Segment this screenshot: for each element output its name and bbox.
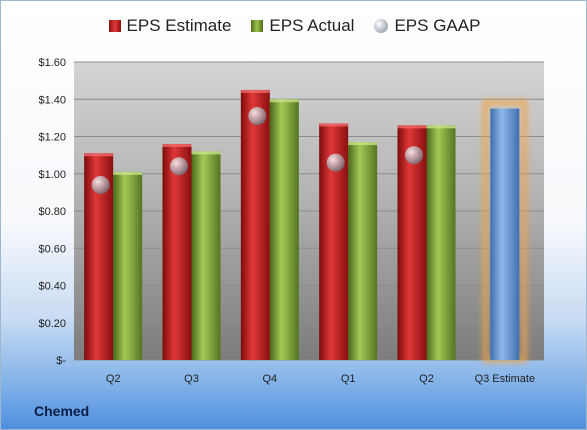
legend-label-eps-actual: EPS Actual xyxy=(269,16,355,35)
bar-eps-estimate xyxy=(240,89,270,360)
bar-eps-estimate xyxy=(397,125,427,360)
bar-eps-actual-cap xyxy=(426,125,456,129)
bar-eps-estimate-cap xyxy=(240,89,270,93)
legend-swatch-eps-gaap xyxy=(374,19,389,33)
legend-label-eps-gaap: EPS GAAP xyxy=(394,16,481,35)
bar-eps-actual xyxy=(348,142,378,360)
bar-eps-estimate xyxy=(162,143,192,360)
legend-label-eps-estimate: EPS Estimate xyxy=(126,16,232,35)
x-tick-label: Q3 xyxy=(184,373,199,385)
x-tick-label: Q3 Estimate xyxy=(475,373,536,385)
bar-eps-estimate-cap xyxy=(84,153,114,157)
point-eps-gaap xyxy=(405,146,423,165)
x-tick-label: Q4 xyxy=(262,373,277,385)
y-tick-label: $1.00 xyxy=(38,169,66,181)
y-tick-label: $1.20 xyxy=(38,132,66,144)
bar-eps-actual xyxy=(113,171,143,360)
company-name: Chemed xyxy=(34,403,90,419)
legend-item-eps-actual: EPS Actual xyxy=(251,16,354,36)
bar-eps-estimate-cap xyxy=(162,143,192,147)
legend: EPS Estimate EPS Actual EPS GAAP xyxy=(1,16,586,36)
legend-swatch-eps-actual xyxy=(251,20,264,32)
point-eps-gaap xyxy=(248,107,267,126)
bar-eps-actual xyxy=(269,99,299,360)
legend-swatch-eps-estimate xyxy=(108,20,121,32)
x-tick-label: Q2 xyxy=(419,373,434,385)
y-tick-label: $1.40 xyxy=(38,94,66,106)
y-tick-label: $0.60 xyxy=(38,243,66,255)
bar-eps-actual xyxy=(191,151,221,360)
legend-item-eps-estimate: EPS Estimate xyxy=(108,16,232,36)
x-tick-label: Q2 xyxy=(106,373,121,385)
y-tick-label: $- xyxy=(56,355,66,367)
y-tick-label: $0.20 xyxy=(38,318,66,330)
bar-eps-estimate-cap xyxy=(319,123,349,127)
bar-eps-actual xyxy=(426,125,456,360)
point-eps-gaap xyxy=(170,157,188,176)
bar-eps-actual-cap xyxy=(191,151,221,155)
bar-eps-actual-cap xyxy=(269,99,299,103)
bar-eps-estimate-cap xyxy=(397,125,427,129)
point-eps-gaap xyxy=(326,153,345,172)
bar-eps-actual-cap xyxy=(348,142,378,146)
y-tick-label: $0.40 xyxy=(38,281,66,293)
bar-eps-actual-cap xyxy=(113,171,143,175)
y-tick-label: $0.80 xyxy=(38,206,66,218)
y-tick-label: $1.60 xyxy=(38,57,66,69)
x-tick-label: Q1 xyxy=(341,373,356,385)
legend-item-eps-gaap: EPS GAAP xyxy=(374,16,480,36)
bar-q3-estimate xyxy=(490,108,520,360)
point-eps-gaap xyxy=(91,175,110,194)
